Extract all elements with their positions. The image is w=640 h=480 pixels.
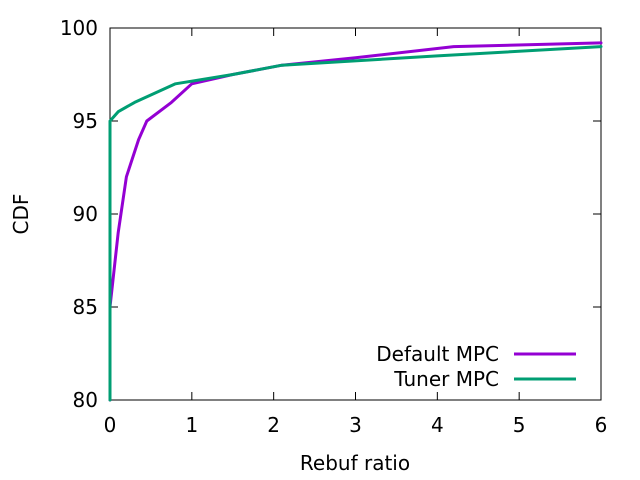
x-tick-label: 3 (349, 413, 362, 437)
series-layer (108, 41, 603, 402)
legend-label: Tuner MPC (393, 367, 499, 391)
x-tick-label: 1 (185, 413, 198, 437)
x-axis-label: Rebuf ratio (300, 451, 410, 475)
axis-ticks: 0 1 2 3 4 5 6 80 85 90 95 100 (60, 16, 608, 437)
series-line-default-mpc (108, 41, 603, 402)
y-axis-label: CDF (9, 194, 33, 235)
x-tick-label: 2 (267, 413, 280, 437)
x-tick-label: 5 (513, 413, 526, 437)
y-tick-label: 100 (60, 16, 98, 40)
series-line-tuner-mpc (108, 45, 603, 402)
x-tick-label: 0 (104, 413, 117, 437)
y-tick-label: 80 (73, 388, 98, 412)
legend-label: Default MPC (376, 342, 499, 366)
x-tick-label: 4 (431, 413, 444, 437)
x-tick-label: 6 (595, 413, 608, 437)
y-tick-label: 85 (73, 295, 98, 319)
y-tick-label: 90 (73, 202, 98, 226)
y-tick-label: 95 (73, 109, 98, 133)
